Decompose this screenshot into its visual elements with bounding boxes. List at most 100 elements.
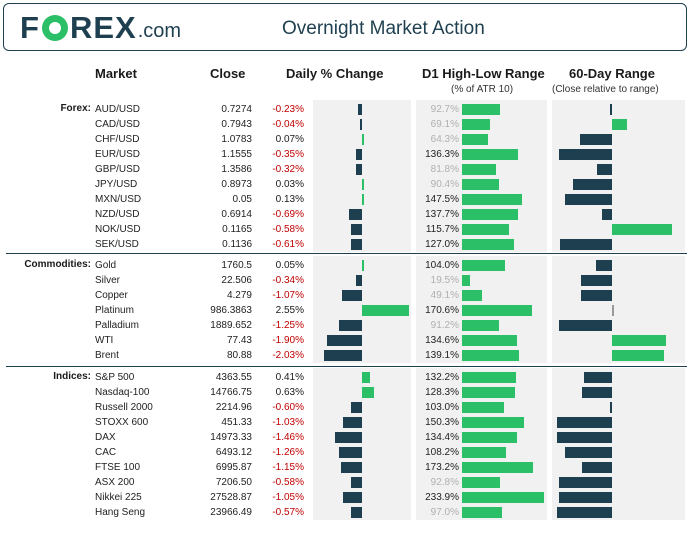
daily-change-bar (355, 275, 362, 286)
close-value: 14973.33 (210, 432, 252, 443)
daily-change-value: -2.03% (272, 350, 304, 361)
daily-change-bar (349, 209, 362, 220)
atr-range-bar (462, 477, 501, 488)
daily-change-value: 0.07% (275, 134, 304, 145)
table-row: DAX 14973.33 -1.46% 134.4% (0, 430, 693, 445)
sixty-day-bar (612, 224, 672, 235)
sixty-day-bar (609, 104, 612, 115)
daily-change-bar (338, 320, 362, 331)
atr-range-value: 90.4% (430, 179, 459, 190)
daily-change-bar (342, 417, 362, 428)
daily-change-value: 0.63% (275, 387, 304, 398)
close-value: 22.506 (221, 275, 252, 286)
table-row: CAD/USD 0.7943 -0.04% 69.1% (0, 117, 693, 132)
daily-change-value: 0.41% (275, 372, 304, 383)
daily-change-bar (342, 492, 362, 503)
page-title: Overnight Market Action (282, 18, 485, 39)
market-name: Platinum (95, 305, 134, 316)
atr-range-bar (462, 260, 505, 271)
close-value: 4.279 (226, 290, 252, 301)
logo-letters-rex: REX (69, 10, 137, 45)
close-value: 7206.50 (215, 477, 252, 488)
close-value: 0.1165 (222, 224, 252, 235)
close-value: 2214.96 (215, 402, 252, 413)
table-row: Nikkei 225 27528.87 -1.05% 233.9% (0, 490, 693, 505)
daily-change-bar (326, 335, 362, 346)
atr-range-value: 64.3% (430, 134, 459, 145)
sixty-day-bar (612, 305, 614, 316)
atr-range-value: 97.0% (430, 507, 459, 518)
daily-change-bar (338, 447, 362, 458)
sixty-day-bar (556, 507, 612, 518)
table-row: GBP/USD 1.3586 -0.32% 81.8% (0, 162, 693, 177)
sixty-day-bar (582, 387, 612, 398)
sixty-day-bar (565, 194, 612, 205)
daily-change-value: -1.90% (272, 335, 304, 346)
atr-range-value: 81.8% (430, 164, 459, 175)
sixty-day-bar (580, 275, 612, 286)
sixty-day-bar (573, 179, 612, 190)
atr-range-bar (462, 417, 524, 428)
daily-change-bar (350, 402, 362, 413)
atr-range-value: 173.2% (425, 462, 459, 473)
atr-range-value: 132.2% (425, 372, 459, 383)
atr-range-bar (462, 134, 489, 145)
table-row: FTSE 100 6995.87 -1.15% 173.2% (0, 460, 693, 475)
daily-change-value: 2.55% (275, 305, 304, 316)
atr-range-value: 49.1% (430, 290, 459, 301)
sixty-day-bar (612, 350, 665, 361)
atr-range-bar (462, 462, 533, 473)
close-value: 451.33 (221, 417, 252, 428)
table-row: Gold 1760.5 0.05% 104.0% (0, 258, 693, 273)
atr-range-bar (462, 224, 510, 235)
atr-range-bar (462, 179, 500, 190)
table-row: NZD/USD 0.6914 -0.69% 137.7% (0, 207, 693, 222)
daily-change-value: 0.05% (275, 260, 304, 271)
forex-logo: F REX .com (20, 10, 181, 45)
section-label-indices: Indices: (53, 371, 91, 382)
close-value: 0.1136 (222, 239, 252, 250)
daily-change-bar (362, 194, 365, 205)
market-name: CAC (95, 447, 117, 458)
market-name: FTSE 100 (95, 462, 141, 473)
atr-range-value: 103.0% (425, 402, 459, 413)
sixty-day-bar (559, 149, 612, 160)
daily-change-value: -1.15% (272, 462, 304, 473)
column-header-close: Close (210, 66, 246, 81)
column-header-d1-range: D1 High-Low Range (422, 66, 545, 81)
atr-range-value: 134.6% (425, 335, 459, 346)
close-value: 6995.87 (215, 462, 252, 473)
daily-change-bar (362, 305, 410, 316)
market-name: CAD/USD (95, 119, 141, 130)
table-row: ASX 200 7206.50 -0.58% 92.8% (0, 475, 693, 490)
sixty-day-bar (612, 119, 627, 130)
table-row: AUD/USD 0.7274 -0.23% 92.7% (0, 102, 693, 117)
sixty-day-bar (559, 239, 612, 250)
daily-change-value: -0.23% (272, 104, 304, 115)
daily-change-panel (313, 100, 411, 252)
daily-change-value: -0.57% (272, 507, 304, 518)
section-divider (6, 366, 687, 367)
sixty-day-bar (595, 260, 612, 271)
daily-change-bar (351, 507, 362, 518)
table-row: WTI 77.43 -1.90% 134.6% (0, 333, 693, 348)
market-name: Hang Seng (95, 507, 146, 518)
daily-change-bar (357, 104, 362, 115)
column-subheader-atr: (% of ATR 10) (451, 84, 514, 95)
atr-range-bar (462, 209, 519, 220)
atr-range-bar (462, 239, 515, 250)
table-row: Russell 2000 2214.96 -0.60% 103.0% (0, 400, 693, 415)
market-name: Copper (95, 290, 128, 301)
market-name: S&P 500 (95, 372, 135, 383)
atr-range-value: 150.3% (425, 417, 459, 428)
close-value: 6493.12 (215, 447, 252, 458)
atr-range-bar (462, 164, 496, 175)
atr-range-value: 115.7% (425, 224, 459, 235)
table-row: NOK/USD 0.1165 -0.58% 115.7% (0, 222, 693, 237)
sixty-day-bar (556, 417, 612, 428)
section-label-commodities: Commodities: (24, 259, 91, 270)
daily-change-bar (350, 239, 362, 250)
market-name: GBP/USD (95, 164, 141, 175)
market-name: JPY/USD (95, 179, 138, 190)
close-value: 1.0783 (221, 134, 252, 145)
